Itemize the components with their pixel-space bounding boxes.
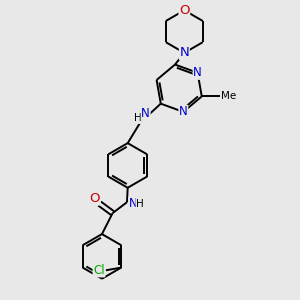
Text: N: N xyxy=(179,105,188,119)
Text: Cl: Cl xyxy=(93,264,105,277)
Text: O: O xyxy=(89,192,100,205)
Text: O: O xyxy=(179,4,190,17)
Text: H: H xyxy=(136,199,144,208)
Text: N: N xyxy=(129,197,138,210)
Text: N: N xyxy=(141,107,150,120)
Text: N: N xyxy=(193,66,202,79)
Text: Me: Me xyxy=(220,92,236,101)
Text: N: N xyxy=(179,46,189,59)
Text: H: H xyxy=(134,113,142,123)
